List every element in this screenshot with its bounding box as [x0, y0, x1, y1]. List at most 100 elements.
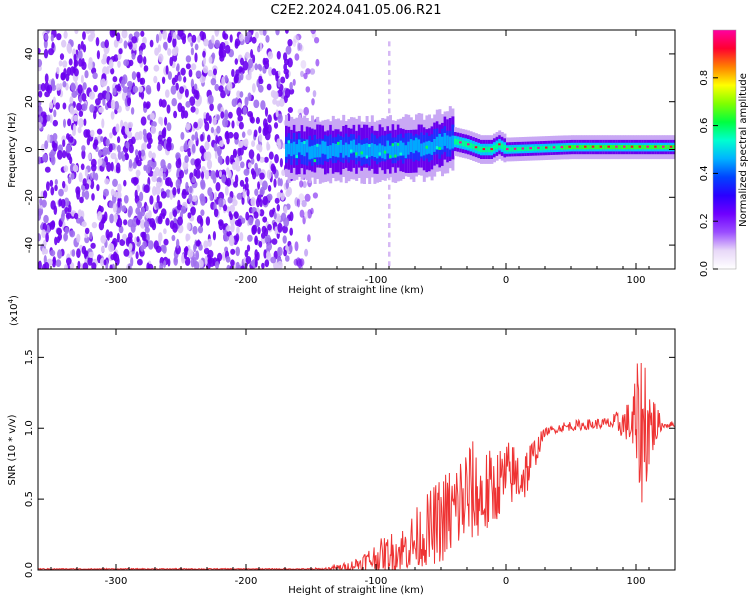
spectrogram-noise-cell [77, 43, 81, 51]
spectrogram-noise-cell [131, 52, 136, 60]
spectrogram-noise-cell [149, 195, 154, 205]
spectrogram-signal-cell [672, 145, 675, 150]
spectrogram-noise-cell [54, 179, 58, 186]
spectrogram-noise-cell [250, 260, 256, 267]
spectrogram-noise-cell [62, 80, 67, 88]
spectrogram-noise-cell [187, 147, 192, 157]
spectrogram-noise-cell [172, 209, 178, 218]
spectrogram-peak-cell [490, 148, 494, 151]
spectrogram-noise-cell [194, 131, 198, 141]
spectrogram-noise-cell [142, 142, 147, 151]
spectrogram-noise-cell [108, 143, 113, 153]
colorbar-label: Normalized spectral amplitude [738, 73, 749, 227]
spectrogram-noise-cell [92, 72, 98, 80]
spectrogram-noise-cell [52, 142, 58, 152]
spectrogram-noise-cell [284, 88, 291, 99]
spectrogram-noise-cell [122, 86, 129, 93]
spectrogram-noise-cell [44, 262, 50, 269]
spectrogram-noise-cell [240, 265, 245, 269]
spectrogram-noise-cell [63, 118, 66, 128]
spectrogram-noise-cell [38, 122, 42, 129]
spectrogram-noise-cell [250, 49, 254, 59]
spectrogram-noise-cell [43, 48, 49, 59]
spectrogram-noise-cell [55, 102, 60, 110]
spectrogram-noise-cell [63, 165, 69, 173]
spectrogram-noise-cell [259, 186, 265, 196]
spectrogram-noise-cell [83, 129, 90, 138]
spectrogram-noise-cell [169, 189, 174, 200]
spectrogram-noise-cell [140, 116, 147, 126]
spectrogram-noise-cell [48, 151, 55, 159]
spectrogram-noise-cell [177, 157, 182, 165]
spectrogram-noise-cell [277, 78, 281, 88]
spectrogram-noise-cell [263, 249, 267, 259]
spectrogram-noise-cell [90, 242, 96, 249]
spectrogram-noise-cell [123, 179, 127, 187]
spectrogram-noise-cell [266, 143, 271, 151]
spectrogram-noise-cell [199, 145, 205, 154]
spectrogram-noise-cell [262, 216, 268, 223]
spectrogram-noise-cell [76, 248, 81, 259]
spectrogram-peak-cell [467, 143, 470, 146]
spectrogram-noise-cell [183, 142, 188, 151]
spectrogram-noise-cell [219, 155, 223, 166]
spectrogram-noise-cell [97, 158, 103, 166]
spectrogram-noise-cell [138, 150, 142, 157]
spectrogram-noise-cell [227, 169, 232, 179]
spectrogram-noise-cell [203, 56, 207, 66]
spectrogram-noise-cell [114, 100, 119, 111]
spectrogram-noise-cell [140, 42, 146, 50]
spectrogram-noise-cell [142, 240, 147, 250]
spectrogram-noise-cell [264, 228, 269, 237]
spectrogram-peak-cell [584, 145, 587, 148]
x-tick-label: 100 [626, 275, 645, 286]
spectrogram-noise-cell [116, 32, 121, 42]
spectrogram-signal-cell [412, 140, 416, 154]
spectrogram-noise-cell [42, 153, 48, 163]
spectrogram-signal-cell [571, 145, 574, 150]
spectrogram-noise-cell [173, 256, 178, 266]
spectrogram-signal-cell [324, 141, 327, 155]
spectrogram-noise-cell [44, 73, 49, 83]
spectrogram-noise-cell [80, 74, 84, 84]
spectrogram-noise-cell [117, 60, 121, 68]
spectrogram-noise-cell [191, 195, 198, 202]
spectrogram-noise-cell [191, 34, 197, 43]
spectrogram-signal-cell [454, 138, 457, 145]
spectrogram-noise-cell [151, 121, 157, 128]
spectrogram-noise-cell [179, 145, 185, 152]
colorbar-tick-label: 0.4 [699, 165, 710, 181]
spectrogram-noise-cell [51, 80, 55, 89]
spectrogram-noise-cell [47, 84, 53, 94]
spectrogram-noise-cell [171, 77, 176, 86]
spectrogram-noise-cell [155, 245, 162, 253]
spectrogram-peak-cell [638, 145, 642, 148]
spectrogram-noise-cell [84, 70, 89, 79]
spectrogram-signal-cell [376, 145, 379, 159]
spectrogram-noise-cell [262, 196, 269, 206]
spectrogram-noise-cell [303, 72, 308, 80]
spectrogram-noise-cell [266, 193, 273, 201]
spectrogram-noise-cell [100, 136, 104, 143]
spectrogram-signal-cell [394, 142, 398, 155]
spectrogram-signal-cell [373, 144, 377, 157]
spectrogram-signal-cell [649, 145, 652, 150]
spectrogram-noise-cell [204, 255, 208, 266]
spectrogram-noise-cell [96, 50, 100, 60]
spectrogram-noise-cell [158, 116, 163, 125]
spectrogram-noise-cell [205, 112, 210, 121]
spectrogram-noise-cell [151, 152, 156, 159]
spectrogram-noise-cell [134, 189, 138, 199]
spectrogram-noise-cell [78, 110, 84, 117]
spectrogram-noise-cell [61, 209, 66, 218]
spectrogram-noise-cell [297, 108, 304, 115]
spectrogram-noise-cell [237, 115, 243, 122]
spectrogram-noise-cell [43, 190, 48, 199]
spectrogram-noise-cell [277, 177, 281, 187]
spectrogram-noise-cell [83, 118, 87, 126]
spectrogram-noise-cell [143, 65, 149, 72]
spectrogram-artifact-cell [388, 50, 391, 56]
spectrogram-signal-cell [516, 147, 520, 152]
spectrogram-noise-cell [254, 258, 258, 268]
spectrogram-signal-cell [456, 139, 460, 145]
